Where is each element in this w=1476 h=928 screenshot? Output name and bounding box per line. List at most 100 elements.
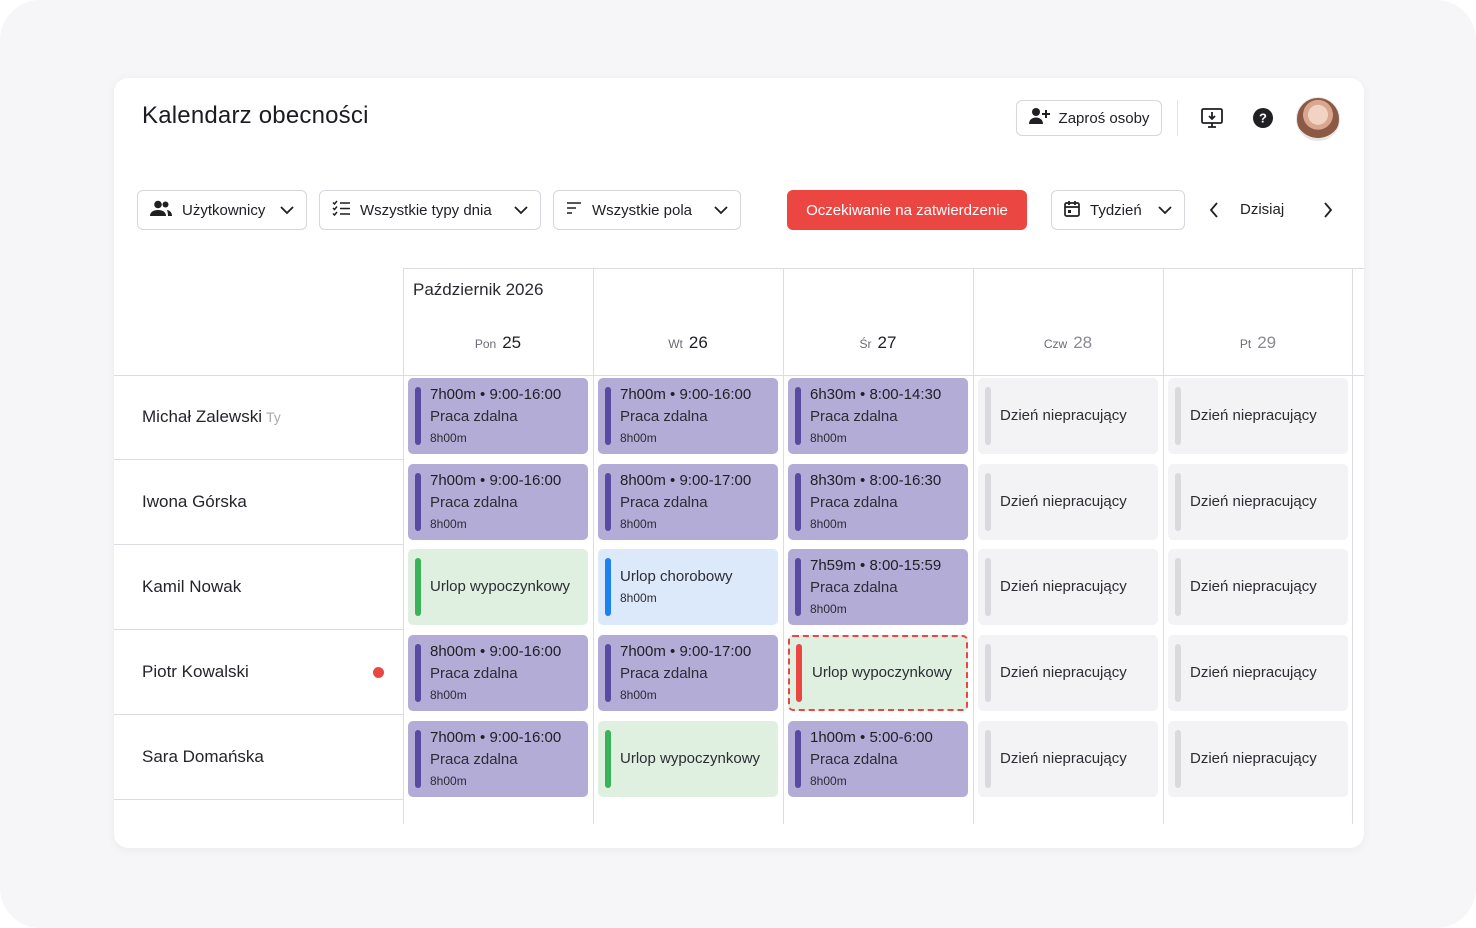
checklist-icon — [332, 200, 350, 220]
shift-entry[interactable]: 8h30m • 8:00-16:30 Praca zdalna 8h00m — [788, 464, 968, 540]
invite-people-label: Zaproś osoby — [1058, 109, 1150, 127]
shift-time: 7h00m • 9:00-16:00 — [620, 386, 752, 403]
non-working-day[interactable]: Dzień niepracujący — [1168, 464, 1348, 540]
status-bar — [415, 730, 421, 788]
page-title: Kalendarz obecności — [142, 102, 369, 129]
grid-top-line — [403, 268, 1364, 269]
person-row-label[interactable]: Kamil Nowak — [142, 577, 241, 597]
leave-hours: 8h00m — [620, 591, 657, 605]
non-working-day[interactable]: Dzień niepracujący — [978, 635, 1158, 711]
row-divider — [114, 714, 403, 715]
shift-entry[interactable]: 7h00m • 9:00-16:00 Praca zdalna 8h00m — [408, 464, 588, 540]
day-name: Pon — [474, 337, 497, 351]
status-bar — [1175, 644, 1181, 702]
shift-time: 7h59m • 8:00-15:59 — [810, 557, 942, 574]
fields-filter[interactable]: Wszystkie pola — [553, 190, 741, 230]
non-working-day[interactable]: Dzień niepracujący — [1168, 635, 1348, 711]
sick-leave-entry[interactable]: Urlop chorobowy 8h00m — [598, 549, 778, 625]
status-bar — [415, 558, 421, 616]
day-status: Dzień niepracujący — [1190, 407, 1317, 424]
shift-planned: 8h00m — [810, 774, 847, 788]
column-divider — [973, 268, 974, 824]
shift-entry[interactable]: 7h00m • 9:00-17:00 Praca zdalna 8h00m — [598, 635, 778, 711]
users-filter[interactable]: Użytkownicy — [137, 190, 307, 230]
column-divider — [1352, 268, 1353, 824]
non-working-day[interactable]: Dzień niepracujący — [1168, 378, 1348, 454]
shift-time: 7h00m • 9:00-16:00 — [430, 729, 562, 746]
status-bar — [985, 730, 991, 788]
view-select[interactable]: Tydzień — [1051, 190, 1185, 230]
pending-indicator-dot — [373, 667, 384, 678]
shift-entry[interactable]: 7h00m • 9:00-16:00 Praca zdalna 8h00m — [408, 721, 588, 797]
day-types-filter[interactable]: Wszystkie typy dnia — [319, 190, 541, 230]
chevron-left-icon[interactable] — [1202, 198, 1226, 222]
chevron-right-icon[interactable] — [1316, 198, 1340, 222]
non-working-day[interactable]: Dzień niepracujący — [978, 378, 1158, 454]
shift-entry[interactable]: 7h00m • 9:00-16:00 Praca zdalna 8h00m — [598, 378, 778, 454]
shift-type: Praca zdalna — [810, 751, 898, 768]
shift-entry[interactable]: 7h00m • 9:00-16:00 Praca zdalna 8h00m — [408, 378, 588, 454]
help-icon[interactable]: ? — [1249, 104, 1277, 132]
non-working-day[interactable]: Dzień niepracujący — [978, 549, 1158, 625]
users-icon — [150, 200, 172, 220]
shift-entry[interactable]: 8h00m • 9:00-16:00 Praca zdalna 8h00m — [408, 635, 588, 711]
status-bar — [605, 387, 611, 445]
shift-planned: 8h00m — [810, 431, 847, 445]
shift-entry[interactable]: 6h30m • 8:00-14:30 Praca zdalna 8h00m — [788, 378, 968, 454]
shift-time: 1h00m • 5:00-6:00 — [810, 729, 933, 746]
day-status: Dzień niepracujący — [1000, 407, 1127, 424]
pending-vacation-entry[interactable]: Urlop wypoczynkowy — [788, 635, 968, 711]
day-date: 28 — [1073, 333, 1093, 352]
leave-type: Urlop chorobowy — [620, 568, 733, 585]
non-working-day[interactable]: Dzień niepracujący — [1168, 721, 1348, 797]
shift-type: Praca zdalna — [620, 408, 708, 425]
shift-time: 6h30m • 8:00-14:30 — [810, 386, 942, 403]
shift-planned: 8h00m — [810, 602, 847, 616]
person-row-label[interactable]: Michał Zalewski Ty — [142, 407, 281, 427]
invite-people-button[interactable]: Zaproś osoby — [1016, 100, 1162, 136]
status-bar — [605, 644, 611, 702]
person-row-label[interactable]: Sara Domańska — [142, 747, 264, 767]
person-row-label[interactable]: Iwona Górska — [142, 492, 247, 512]
person-name: Piotr Kowalski — [142, 662, 249, 681]
day-status: Dzień niepracujący — [1000, 664, 1127, 681]
day-name: Czw — [1043, 337, 1068, 351]
shift-time: 7h00m • 9:00-16:00 — [430, 386, 562, 403]
vacation-entry[interactable]: Urlop wypoczynkowy — [598, 721, 778, 797]
shift-entry[interactable]: 8h00m • 9:00-17:00 Praca zdalna 8h00m — [598, 464, 778, 540]
day-header-mon: Pon 25 — [403, 333, 593, 353]
calendar-panel: Kalendarz obecności Zaproś osoby ? Użytk… — [114, 78, 1364, 848]
shift-type: Praca zdalna — [810, 408, 898, 425]
person-name: Kamil Nowak — [142, 577, 242, 596]
users-filter-label: Użytkownicy — [182, 201, 266, 219]
today-button[interactable]: Dzisiaj — [1240, 201, 1285, 218]
person-name: Michał Zalewski — [142, 407, 262, 426]
user-avatar[interactable] — [1296, 97, 1340, 141]
day-header-thu: Czw 28 — [973, 333, 1163, 353]
non-working-day[interactable]: Dzień niepracujący — [978, 464, 1158, 540]
column-divider — [1163, 268, 1164, 824]
person-name: Sara Domańska — [142, 747, 264, 766]
chevron-down-icon — [514, 205, 528, 215]
vacation-entry[interactable]: Urlop wypoczynkowy — [408, 549, 588, 625]
add-user-icon — [1028, 107, 1051, 129]
day-header-tue: Wt 26 — [593, 333, 783, 353]
desktop-download-icon[interactable] — [1198, 104, 1226, 132]
shift-entry[interactable]: 1h00m • 5:00-6:00 Praca zdalna 8h00m — [788, 721, 968, 797]
status-bar — [796, 644, 802, 702]
person-row-label[interactable]: Piotr Kowalski — [142, 662, 249, 682]
chevron-down-icon — [280, 205, 294, 215]
pending-approval-button[interactable]: Oczekiwanie na zatwierdzenie — [787, 190, 1027, 230]
day-status: Dzień niepracujący — [1190, 493, 1317, 510]
non-working-day[interactable]: Dzień niepracujący — [1168, 549, 1348, 625]
non-working-day[interactable]: Dzień niepracujący — [978, 721, 1158, 797]
status-bar — [415, 644, 421, 702]
shift-type: Praca zdalna — [810, 494, 898, 511]
status-bar — [1175, 730, 1181, 788]
leave-type: Urlop wypoczynkowy — [620, 750, 761, 767]
shift-entry[interactable]: 7h59m • 8:00-15:59 Praca zdalna 8h00m — [788, 549, 968, 625]
sort-lines-icon — [566, 201, 582, 219]
day-header-fri: Pt 29 — [1163, 333, 1353, 353]
row-divider — [114, 629, 403, 630]
